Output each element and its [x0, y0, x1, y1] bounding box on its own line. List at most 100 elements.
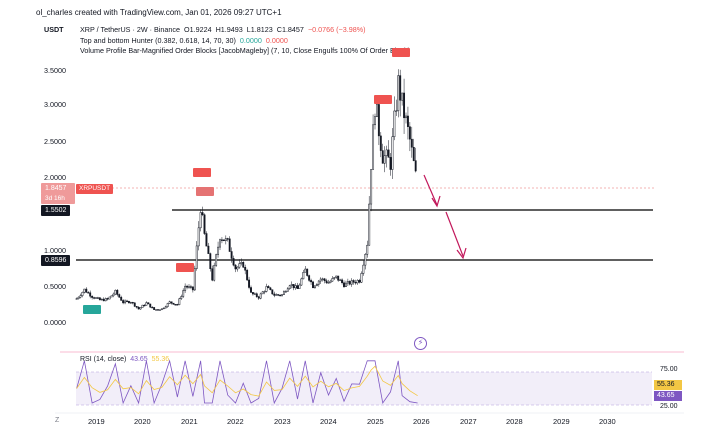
time-axis-label: 2029	[553, 417, 570, 426]
candle-body	[381, 150, 384, 164]
candle-body	[129, 302, 132, 304]
indicator-hunter-value-red: 0.0000	[265, 36, 288, 45]
candle-body	[310, 280, 313, 283]
sell-signal-marker[interactable]	[176, 263, 194, 272]
rsi-axis-label: 25.00	[660, 403, 678, 410]
candle-body	[339, 279, 342, 281]
candle-body	[172, 302, 175, 305]
indicator-volume-profile[interactable]: Volume Profile Bar-Magnified Order Block…	[80, 46, 410, 55]
candle-body	[219, 239, 221, 248]
candle-body	[222, 239, 225, 242]
lightning-icon[interactable]: ⚡	[414, 337, 427, 350]
time-axis-label: 2019	[88, 417, 105, 426]
symbol-header[interactable]: XRP / TetherUS · 2W · Binance O1.9224 H1…	[80, 25, 365, 34]
sell-signal-marker[interactable]	[196, 187, 214, 196]
indicator-hunter[interactable]: Top and bottom Hunter (0.382, 0.618, 14,…	[80, 36, 288, 45]
candle-body	[133, 302, 136, 307]
candle-body	[79, 295, 82, 298]
timezone-icon[interactable]: Z	[55, 417, 60, 424]
candle-body	[337, 275, 340, 281]
candle-body	[126, 300, 128, 302]
time-axis-label: 2023	[274, 417, 291, 426]
candle-body	[174, 304, 177, 306]
symbol-line: XRP / TetherUS · 2W · Binance	[80, 25, 180, 34]
candle-body	[199, 212, 202, 229]
rsi-value: 43.65	[130, 356, 148, 363]
candle-body	[263, 291, 266, 293]
candle-body	[329, 280, 332, 283]
candle-body	[110, 295, 113, 298]
candle-body	[209, 253, 212, 269]
candle-body	[313, 285, 316, 289]
candle-body	[379, 135, 382, 151]
candle-body	[255, 293, 258, 297]
candle-body	[319, 278, 322, 282]
time-axis-label: 2026	[413, 417, 430, 426]
candle-body	[377, 104, 380, 137]
candle-body	[124, 300, 127, 304]
candle-body	[251, 292, 254, 295]
bar-countdown-tag: 3d 16h	[41, 193, 75, 204]
candle-body	[106, 298, 109, 300]
candle-body	[346, 281, 349, 284]
candle-body	[234, 264, 237, 270]
candle-body	[387, 149, 390, 158]
candle-body	[162, 307, 165, 310]
candle-body	[89, 292, 92, 297]
price-axis-label: 2.0000	[44, 173, 66, 182]
candle-body	[281, 294, 283, 296]
candle-body	[238, 263, 241, 268]
time-axis-label: 2027	[460, 417, 477, 426]
candle-body	[341, 279, 344, 284]
candle-body	[213, 265, 216, 281]
candle-body	[360, 273, 363, 283]
candle-body	[300, 278, 303, 286]
candle-body	[372, 124, 375, 170]
sell-signal-marker[interactable]	[374, 95, 392, 104]
candle-body	[122, 300, 125, 304]
candle-body	[180, 296, 183, 299]
candle-body	[112, 293, 115, 297]
rsi-header[interactable]: RSI (14, close) 43.65 55.36	[80, 356, 169, 363]
candle-body	[178, 298, 181, 305]
candle-body	[155, 309, 158, 311]
price-axis-label: 3.5000	[44, 66, 66, 75]
candle-body	[143, 304, 146, 307]
sell-signal-marker[interactable]	[392, 48, 410, 57]
candle-body	[77, 296, 80, 299]
arrow-segment-2	[445, 211, 464, 257]
candle-body	[248, 279, 251, 288]
candle-body	[250, 287, 252, 293]
candle-body	[224, 238, 227, 242]
candle-body	[304, 268, 307, 273]
candle-body	[108, 296, 111, 300]
candle-body	[354, 282, 357, 284]
candle-body	[166, 303, 169, 307]
candle-body	[100, 298, 103, 301]
candle-body	[217, 246, 220, 255]
candle-body	[302, 272, 305, 280]
candle-body	[191, 286, 194, 291]
candle-body	[306, 268, 309, 276]
buy-signal-marker[interactable]	[83, 305, 101, 314]
candle-body	[261, 291, 264, 295]
candle-body	[414, 160, 417, 172]
candle-body	[265, 286, 268, 292]
candle-body	[157, 309, 159, 311]
candle-body	[120, 297, 123, 301]
time-axis-label: 2025	[367, 417, 384, 426]
time-axis-label: 2030	[599, 417, 616, 426]
candle-body	[85, 288, 88, 293]
indicator-hunter-label: Top and bottom Hunter (0.382, 0.618, 14,…	[80, 36, 236, 45]
candle-body	[308, 275, 311, 281]
sell-signal-marker[interactable]	[193, 168, 211, 177]
candle-body	[271, 289, 274, 295]
projection-arrows	[423, 174, 467, 260]
candle-body	[193, 268, 196, 291]
symbol-tag: XRPUSDT	[76, 184, 114, 194]
candle-body	[298, 284, 301, 289]
candle-body	[137, 306, 140, 310]
candle-body	[348, 281, 351, 285]
candle-body	[405, 115, 407, 119]
